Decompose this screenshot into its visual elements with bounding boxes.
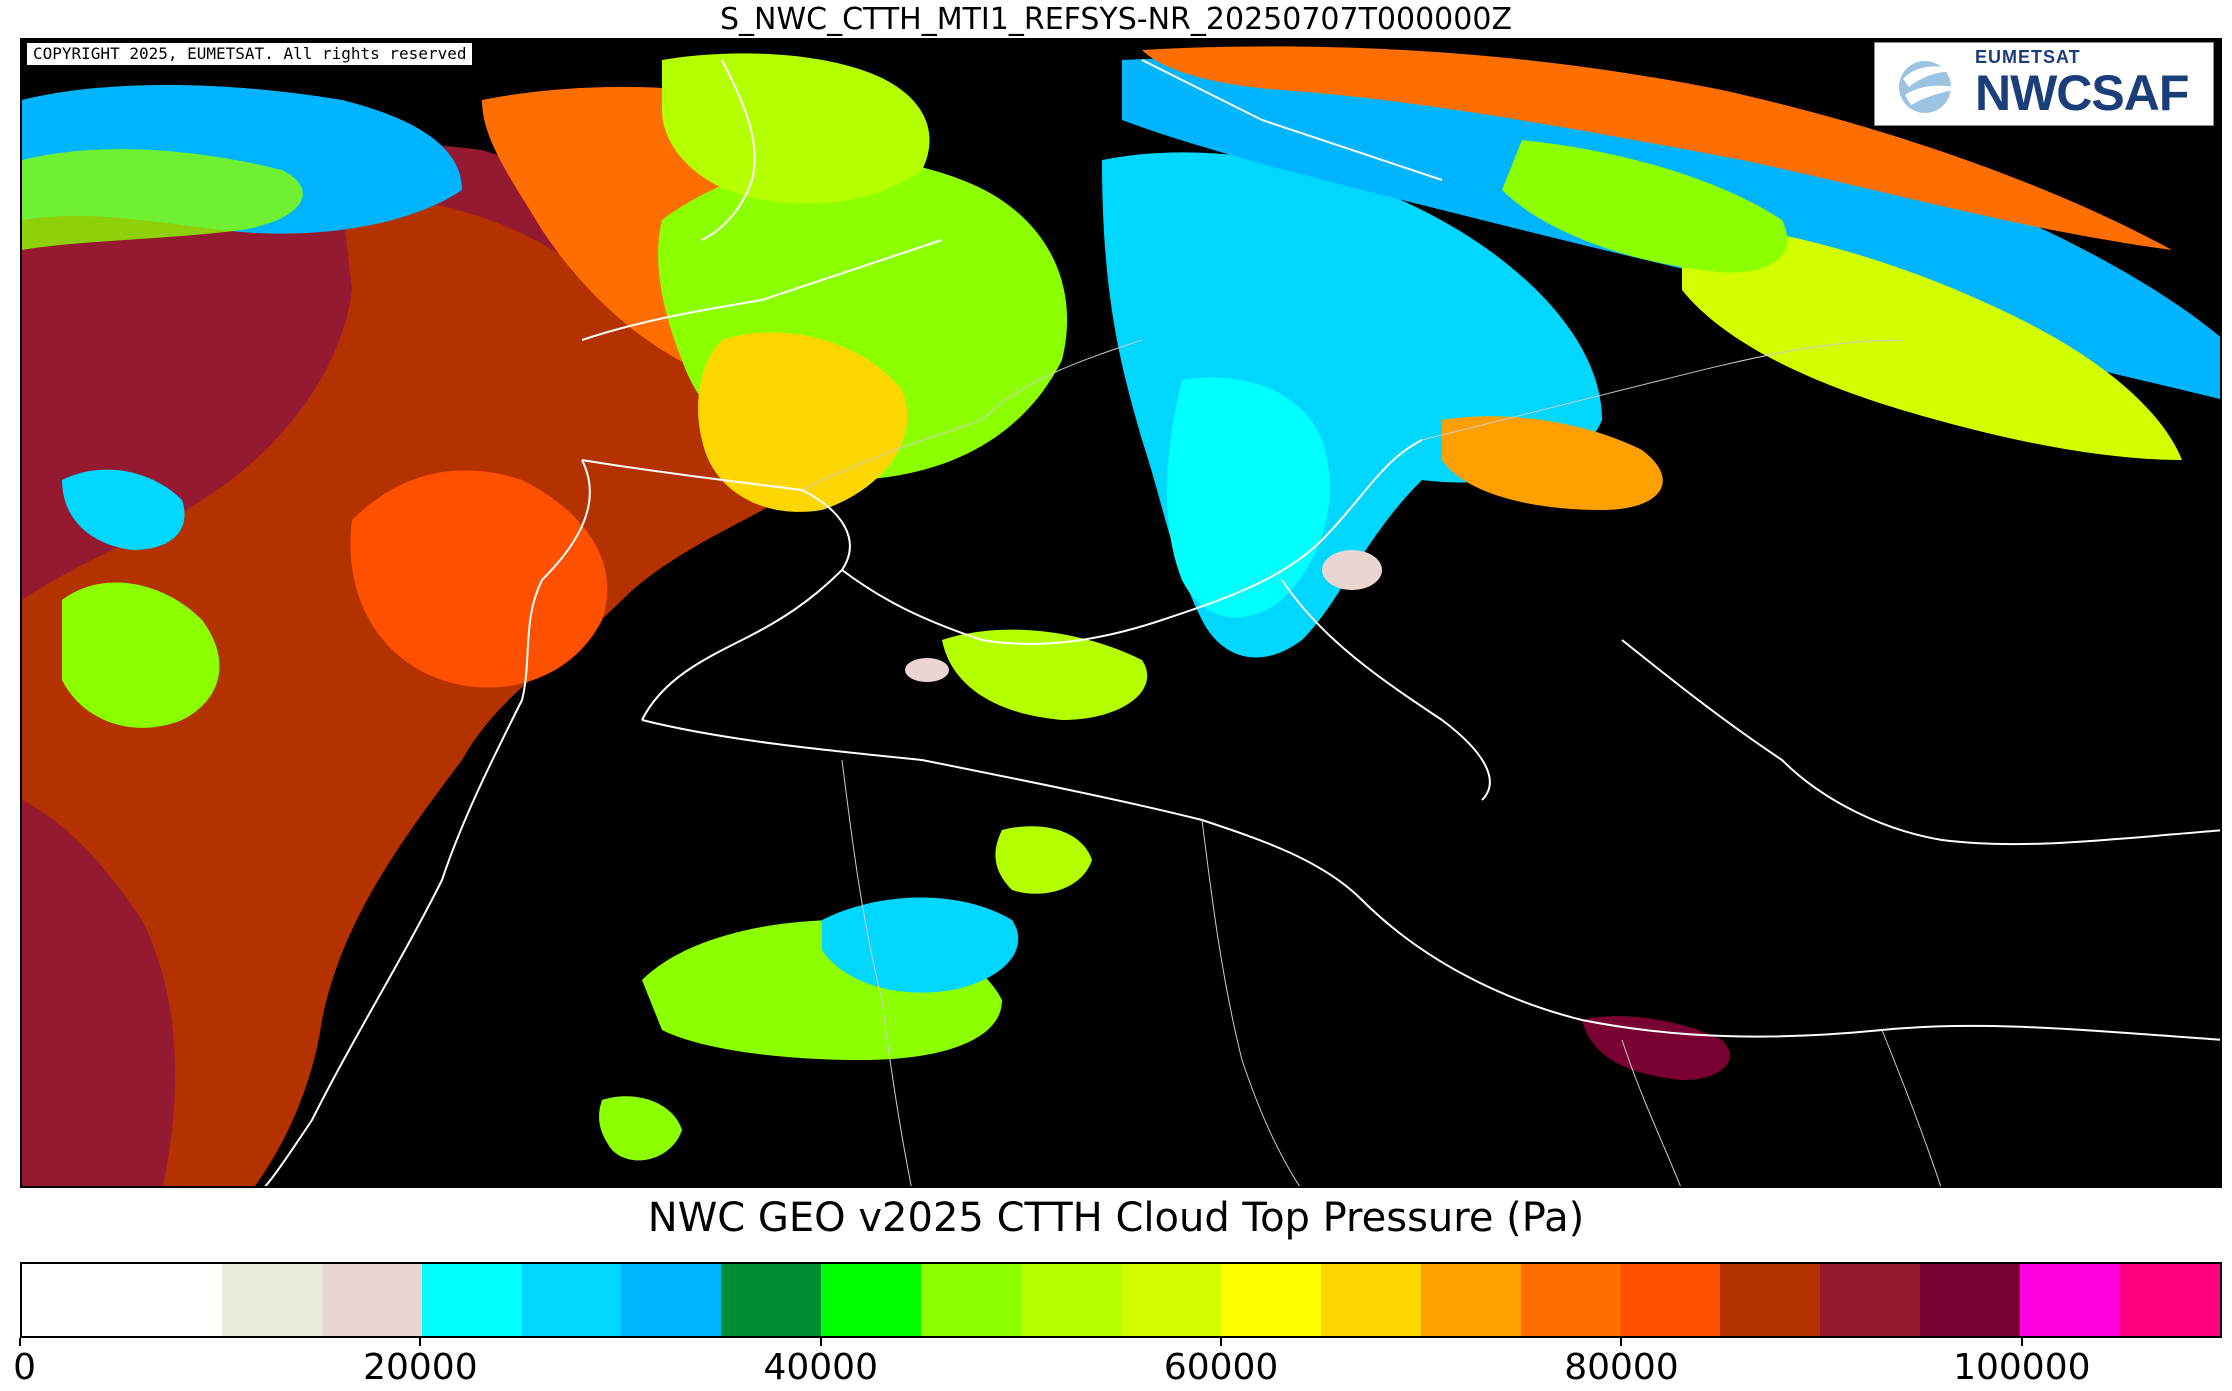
colorbar [20,1262,2222,1338]
colorbar-bin-8 [921,1264,1022,1336]
cloud-region-balkans [1442,416,1663,510]
logo-swirl-icon [1899,61,1961,113]
cloud-region-atlas-green [995,826,1092,894]
colorbar-bin-11 [1220,1264,1321,1336]
cloud-region-alps-cyan [1167,377,1330,618]
colorbar-tick-label: 40000 [763,1347,878,1388]
cloud-region-algeria-cyan [822,897,1019,993]
colorbar-bin-1 [221,1264,322,1336]
cloud-region-nw-green [22,149,303,250]
colorbar-tick-label: 100000 [1953,1347,2091,1388]
cloud-region-atlantic-cell [62,582,220,728]
cloud-region-sahara-green [599,1096,682,1161]
colorbar-bin-13 [1420,1264,1521,1336]
colorbar-bin-6 [721,1264,822,1336]
cloud-region-atlantic-cell-cyan [62,469,185,550]
colorbar-bin-20 [2120,1264,2220,1336]
colorbar-bin-17 [1820,1264,1921,1336]
cloud-region-high-pink-cell-2 [905,658,949,682]
colorbar-title: NWC GEO v2025 CTTH Cloud Top Pressure (P… [647,1195,1585,1241]
cloud-region-libya [1582,1016,1730,1080]
colorbar-tick-label: 0 [13,1347,37,1388]
colorbar-tick-mark [1620,1338,1623,1346]
colorbar-bin-3 [421,1264,522,1336]
colorbar-bin-12 [1320,1264,1421,1336]
colorbar-tick-mark [819,1338,822,1346]
map-panel: COPYRIGHT 2025, EUMETSAT. All rights res… [20,38,2222,1188]
cloud-region-uk [662,53,930,204]
copyright-notice: COPYRIGHT 2025, EUMETSAT. All rights res… [26,42,474,66]
nwcsaf-logo: EUMETSAT NWCSAF [1874,42,2214,126]
cloud-region-atlantic-orange [350,470,608,688]
colorbar-bin-16 [1720,1264,1821,1336]
logo-org-text: EUMETSAT [1975,47,2081,67]
logo-name-text: NWCSAF [1975,65,2189,121]
cloud-region-eastern-europe [1682,220,2182,460]
colorbar-tick-mark [2020,1338,2023,1346]
colorbar-tick-mark [419,1338,422,1346]
cloud-region-scandinavia [1502,140,1788,273]
colorbar-bin-14 [1520,1264,1621,1336]
coastlines [264,59,2220,1186]
colorbar-bin-18 [1920,1264,2021,1336]
cloud-region-atlantic-mid [22,198,842,1186]
colorbar-bin-10 [1120,1264,1221,1336]
colorbar-bin-5 [621,1264,722,1336]
colorbar-bin-9 [1021,1264,1121,1336]
colorbar-bin-2 [321,1264,422,1336]
colorbar-bin-4 [521,1264,622,1336]
colorbar-ticks: 0 20000 40000 60000 80000 100000 [13,1338,2222,1391]
cloud-top-pressure-map [22,40,2220,1186]
cloud-region-north-europe-orange [1142,46,2172,250]
colorbar-tick-mark [19,1338,21,1346]
country-borders [801,339,1942,1186]
colorbar-bin-19 [2020,1264,2121,1336]
colorbar-tick-mark [1220,1338,1223,1346]
cloud-region-high-pink-cell [1322,550,1382,590]
colorbar-tick-label: 80000 [1564,1347,1679,1388]
colorbar-tick-label: 60000 [1163,1347,1279,1388]
colorbar-bin-7 [821,1264,922,1336]
colorbar-bin-15 [1620,1264,1721,1336]
product-title: S_NWC_CTTH_MTI1_REFSYS-NR_20250707T00000… [719,2,1512,37]
cloud-region-spain-green [942,629,1148,720]
colorbar-bin-0 [22,1264,222,1336]
colorbar-tick-label: 20000 [363,1347,478,1388]
cloud-region-france-yellow [698,332,908,512]
